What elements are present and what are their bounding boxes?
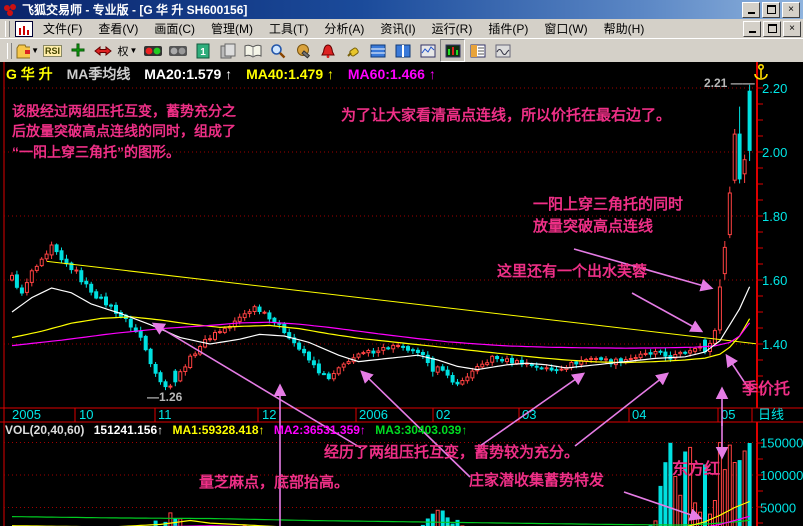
toolbar: ▼ RSI 权 ▼ 1 xyxy=(0,38,803,62)
close-button[interactable]: × xyxy=(782,1,800,18)
pages-button[interactable] xyxy=(215,39,240,62)
svg-text:2.00: 2.00 xyxy=(762,145,787,160)
ma20-value: MA20:1.579 ↑ xyxy=(144,66,233,82)
menu-item-1[interactable]: 文件(F) xyxy=(43,22,83,36)
child-window-icon xyxy=(15,20,33,37)
title-bar: 飞狐交易师 - 专业版 - [G 华 升 SH600156] × xyxy=(0,0,803,19)
tools-button[interactable] xyxy=(290,39,315,62)
menu-item-2[interactable]: 查看(V) xyxy=(98,22,139,36)
menu-item-10[interactable]: 窗口(W) xyxy=(544,22,588,36)
note-pattern: 该股经过两组压托互变，蓄势充分之 后放量突破高点连线的同时，组成了 “一阳上穿三… xyxy=(12,103,236,160)
low-price-label: —1.26 xyxy=(147,390,183,404)
hsplit-button[interactable] xyxy=(365,39,390,62)
inactive-lights-button[interactable] xyxy=(165,39,190,62)
menu-item-3[interactable]: 画面(C) xyxy=(154,22,195,36)
toolbar-items: ▼ RSI 权 ▼ 1 xyxy=(15,39,515,62)
vol-indicator-label: VOL(20,40,60) xyxy=(5,423,85,437)
child-close-button[interactable]: × xyxy=(783,20,801,37)
rights-adjust-button[interactable]: 权 ▼ xyxy=(117,45,138,58)
svg-text:日线: 日线 xyxy=(758,407,784,422)
menu-items: 文件(F) 查看(V) 画面(C) 管理(M) 工具(T) 分析(A) 资讯(I) 运行(R)… xyxy=(35,19,652,38)
active-chart-button[interactable] xyxy=(440,39,465,62)
menu-item-11[interactable]: 帮助(H) xyxy=(603,22,645,36)
menu-item-4[interactable]: 管理(M) xyxy=(211,22,253,36)
note-jijiatuo: 季价托 xyxy=(742,381,791,398)
rsi-button[interactable]: RSI xyxy=(42,44,62,57)
chart-canvas[interactable]: 2.20 2.00 1.80 1.60 1.40 150000 100000 50000 200… xyxy=(0,62,803,526)
menu-grip[interactable] xyxy=(5,20,10,37)
volume-header: VOL(20,40,60) 151241.156↑ MA1:59328.418↑… xyxy=(5,423,473,437)
svg-text:2005: 2005 xyxy=(12,407,41,422)
app-icon xyxy=(3,3,17,17)
high-price-label: 2.21 —— xyxy=(704,76,755,90)
note-highline: 为了让大家看清高点连线，所以价托在最右边了。 xyxy=(341,107,672,124)
svg-text:03: 03 xyxy=(522,407,536,422)
horizontal-scale-button[interactable] xyxy=(90,39,115,62)
move-cross-button[interactable] xyxy=(65,39,90,62)
svg-text:11: 11 xyxy=(158,407,172,422)
menu-item-7[interactable]: 资讯(I) xyxy=(380,22,416,36)
svg-text:1.80: 1.80 xyxy=(762,209,787,224)
symbol-label: G 华 升 xyxy=(6,66,53,82)
window-title: 飞狐交易师 - 专业版 - [G 华 升 SH600156] xyxy=(22,3,248,17)
report-button[interactable]: 1 xyxy=(190,39,215,62)
svg-text:1: 1 xyxy=(200,47,206,58)
wave-button[interactable] xyxy=(490,39,515,62)
note-dongfanghong: 东方红 xyxy=(672,461,721,478)
plugin-button[interactable] xyxy=(340,39,365,62)
svg-text:10: 10 xyxy=(79,407,93,422)
restore-button[interactable] xyxy=(762,1,780,18)
child-restore-button[interactable] xyxy=(763,20,781,37)
svg-text:05: 05 xyxy=(721,407,735,422)
vol-ma3-value: MA3:30403.039↑ xyxy=(375,423,468,437)
svg-text:12: 12 xyxy=(262,407,276,422)
vol-ma2-value: MA2:36531.359↑ xyxy=(273,423,366,437)
toolbar-grip[interactable] xyxy=(7,42,12,59)
chart-area: 2.20 2.00 1.80 1.60 1.40 150000 100000 50000 200… xyxy=(0,62,803,526)
anchor-icon xyxy=(754,63,768,80)
book-button[interactable] xyxy=(240,39,265,62)
child-minimize-button[interactable] xyxy=(743,20,761,37)
chart-panel-button[interactable] xyxy=(415,39,440,62)
svg-text:50000: 50000 xyxy=(760,501,796,516)
note-collect: 庄家潜收集蓄势特发 xyxy=(469,472,605,489)
note-sesame: 量芝麻点，底部抬高。 xyxy=(199,474,350,491)
menu-item-8[interactable]: 运行(R) xyxy=(431,22,473,36)
svg-text:1.60: 1.60 xyxy=(762,273,787,288)
table-panel-button[interactable] xyxy=(465,39,490,62)
vol-value: 151241.156↑ xyxy=(93,423,164,437)
candlesticks xyxy=(10,84,757,391)
svg-text:1.40: 1.40 xyxy=(762,337,787,352)
note-breakout: 一阳上穿三角托的同时 放量突破高点连线 xyxy=(533,196,684,235)
note-lotus: 这里还有一个出水芙蓉 xyxy=(497,263,648,280)
svg-text:2.20: 2.20 xyxy=(762,81,787,96)
menu-item-6[interactable]: 分析(A) xyxy=(324,22,365,36)
ma60-value: MA60:1.466 ↑ xyxy=(347,66,436,82)
note-compress: 经历了两组压托互变，蓄势较为充分。 xyxy=(324,444,580,461)
svg-text:100000: 100000 xyxy=(760,468,803,483)
svg-text:02: 02 xyxy=(436,407,450,422)
market-lights-button[interactable] xyxy=(140,39,165,62)
chart-header: G 华 升 MA季均线 MA20:1.579 ↑ MA40:1.479 ↑ MA… xyxy=(6,64,446,84)
indicator-label: MA季均线 xyxy=(66,66,131,82)
open-button[interactable]: ▼ xyxy=(15,39,40,62)
ma40-value: MA40:1.479 ↑ xyxy=(246,66,334,82)
alarm-button[interactable] xyxy=(315,39,340,62)
svg-text:04: 04 xyxy=(632,407,646,422)
svg-text:150000: 150000 xyxy=(760,436,803,451)
menu-item-9[interactable]: 插件(P) xyxy=(488,22,529,36)
vol-ma1-value: MA1:59328.418↑ xyxy=(172,423,265,437)
vsplit-button[interactable] xyxy=(390,39,415,62)
svg-text:2006: 2006 xyxy=(359,407,388,422)
menu-bar: 文件(F) 查看(V) 画面(C) 管理(M) 工具(T) 分析(A) 资讯(I) 运行(R)… xyxy=(0,19,803,38)
minimize-button[interactable] xyxy=(742,1,760,18)
zoom-button[interactable] xyxy=(265,39,290,62)
menu-item-5[interactable]: 工具(T) xyxy=(269,22,309,36)
